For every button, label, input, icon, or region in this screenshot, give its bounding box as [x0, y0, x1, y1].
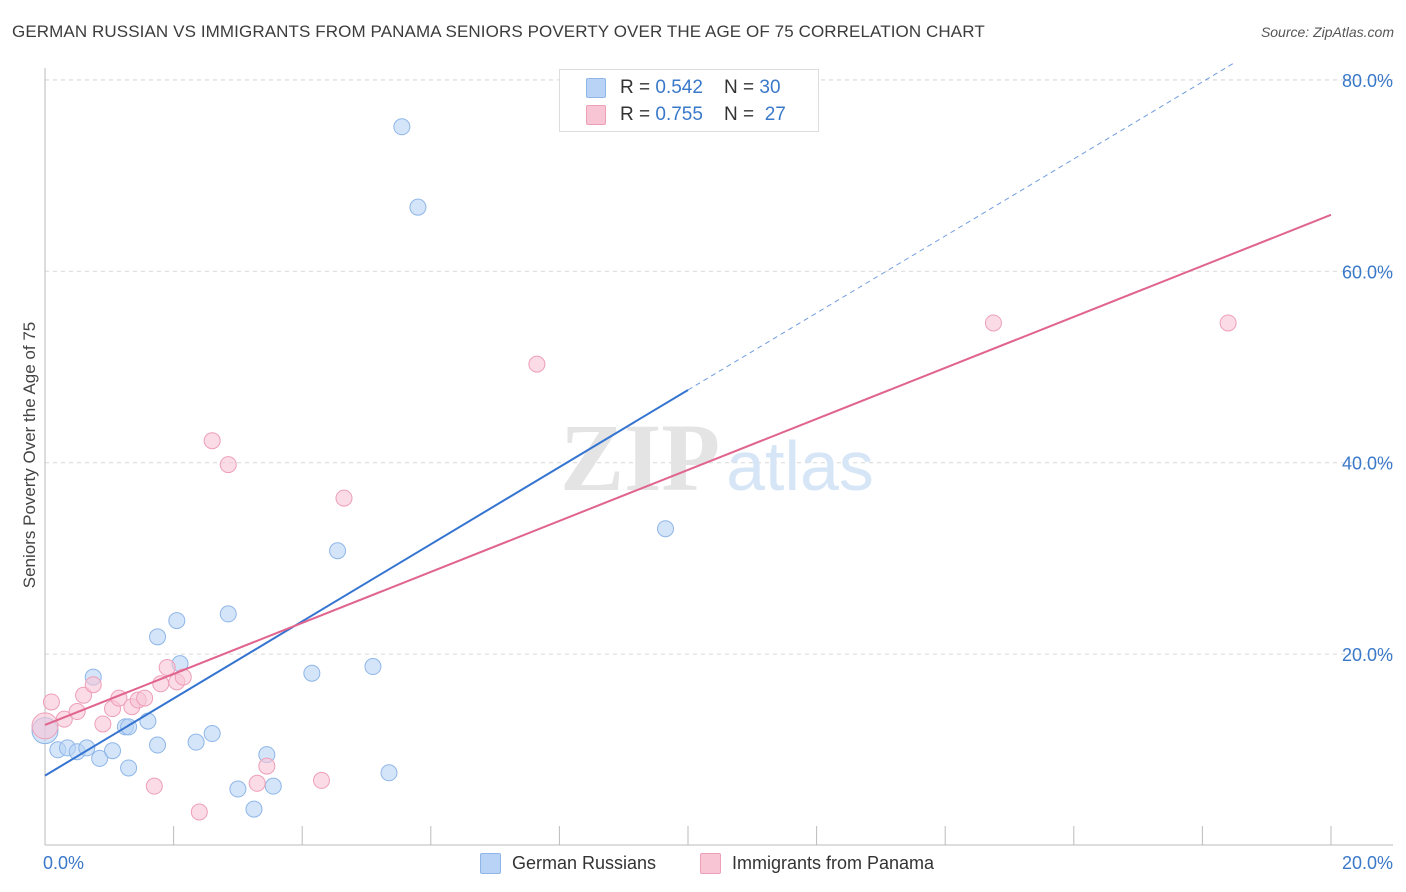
source-credit: Source: ZipAtlas.com — [1260, 24, 1394, 40]
legend-n-label: N = — [724, 77, 760, 98]
german-russians-point — [104, 742, 122, 760]
panama-point — [248, 774, 266, 792]
panama-point — [158, 658, 176, 676]
x-tick-label: 20.0% — [1342, 853, 1393, 873]
legend-r-label: R = — [620, 77, 656, 98]
german-russians-point — [91, 749, 109, 767]
y-tick-label: 20.0% — [1342, 645, 1393, 665]
german-russians-point — [380, 764, 398, 782]
panama-point — [145, 777, 163, 795]
correlation-legend: R = 0.542 N = 30 R = 0.755 N = 27 — [559, 69, 819, 132]
panama-point — [1219, 314, 1237, 332]
german-russians-point — [656, 520, 674, 538]
panama-point — [219, 456, 237, 474]
german-russians-point — [364, 658, 382, 676]
german-russians-point — [168, 612, 186, 630]
panama-point — [312, 771, 330, 789]
x-tick-label: 0.0% — [43, 853, 84, 873]
legend-r-value: 0.755 — [655, 104, 703, 125]
german-russians-point — [329, 542, 347, 560]
legend-n-value: 30 — [759, 77, 781, 98]
panama-point — [42, 693, 60, 711]
legend-r-label: R = — [620, 104, 656, 125]
y-tick-label: 80.0% — [1342, 71, 1393, 91]
german-russians-point — [393, 118, 411, 136]
panama-point — [31, 712, 59, 740]
german-russians-point — [409, 198, 427, 216]
german-russians-point — [149, 628, 167, 646]
panama-point — [136, 689, 154, 707]
y-axis-label: Seniors Poverty Over the Age of 75 — [20, 321, 39, 589]
german-russians-point — [264, 777, 282, 795]
german-russians-point — [303, 664, 321, 682]
panama-point — [75, 686, 93, 704]
chart-title: GERMAN RUSSIAN VS IMMIGRANTS FROM PANAMA… — [12, 22, 985, 41]
german-russians-point — [229, 780, 247, 798]
german-russians-point — [245, 800, 263, 818]
german-russians-point — [203, 725, 221, 743]
bottom-legend-label: Immigrants from Panama — [732, 853, 935, 873]
panama-point — [190, 803, 208, 821]
legend-swatch-blue — [586, 78, 606, 98]
legend-r-value: 0.542 — [655, 77, 703, 98]
german-russians-trendline-extension — [687, 62, 1235, 391]
bottom-legend-swatch-pink — [700, 853, 721, 874]
german-russians-point — [219, 605, 237, 623]
legend-swatch-pink — [586, 105, 606, 125]
german-russians-point — [187, 733, 205, 751]
legend-n-value: 27 — [764, 104, 786, 125]
panama-point — [258, 757, 276, 775]
bottom-legend-label: German Russians — [512, 853, 657, 873]
german-russians-trendline — [44, 389, 689, 777]
panama-point — [203, 432, 221, 450]
y-tick-label: 40.0% — [1342, 454, 1393, 474]
german-russians-point — [149, 736, 167, 754]
bottom-legend-swatch-blue — [480, 853, 501, 874]
watermark-zip: ZIP — [560, 404, 720, 511]
panama-point — [528, 355, 546, 373]
panama-point — [84, 676, 102, 694]
german-russians-point — [139, 712, 157, 730]
panama-point — [94, 715, 112, 733]
panama-trendline — [44, 213, 1332, 726]
legend-n-label: N = — [724, 104, 760, 125]
y-tick-label: 60.0% — [1342, 262, 1393, 282]
watermark-atlas: atlas — [726, 427, 874, 505]
panama-point — [984, 314, 1002, 332]
german-russians-point — [120, 759, 138, 777]
panama-point — [335, 489, 353, 507]
